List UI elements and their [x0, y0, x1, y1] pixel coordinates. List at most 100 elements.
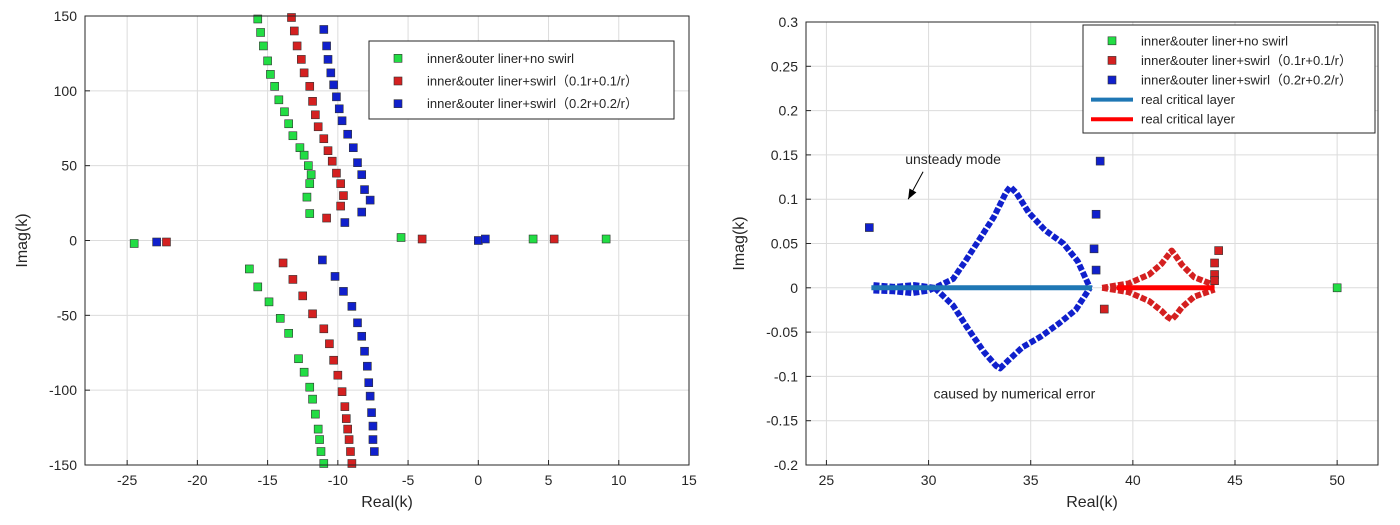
y-tick-label: 0 [790, 280, 798, 296]
data-point [264, 297, 274, 307]
legend-label: real critical layer [1141, 92, 1236, 107]
data-point [334, 104, 344, 114]
data-point [263, 56, 272, 66]
data-point [274, 95, 284, 105]
data-point [270, 82, 279, 91]
data-point [319, 324, 329, 334]
series-1 [1099, 246, 1223, 323]
x-tick-label: 40 [1125, 472, 1141, 488]
data-point [332, 92, 341, 102]
data-point [295, 143, 305, 153]
annotation-arrowhead [908, 188, 917, 200]
data-point [245, 264, 254, 274]
data-point [302, 192, 312, 202]
y-tick-label: 150 [54, 8, 78, 24]
x-axis-label: Real(k) [361, 494, 413, 511]
legend-label: real critical layer [1141, 112, 1236, 127]
data-point [357, 331, 367, 341]
legend-label: inner&outer liner+no swirl [1141, 33, 1288, 48]
y-tick-label: -0.2 [774, 457, 798, 473]
data-point [360, 346, 369, 356]
data-point [339, 191, 348, 200]
left-panel: -25 -20 -15 -10 -5 0 5 10 15-150-100-50050100150… [14, 8, 697, 511]
x-tick-label: 30 [921, 472, 937, 488]
legend-label: inner&outer liner+swirl（0.1r+0.1/r） [1141, 53, 1352, 68]
data-point [259, 41, 268, 51]
data-point [308, 309, 317, 319]
data-point [327, 156, 337, 166]
data-point [326, 68, 336, 78]
data-point [1091, 265, 1101, 275]
y-tick-label: -50 [57, 307, 77, 323]
data-point [319, 134, 329, 144]
data-point [1091, 209, 1101, 219]
y-tick-label: 100 [54, 83, 78, 99]
data-point [305, 179, 315, 188]
data-point [305, 209, 315, 218]
data-point [308, 394, 317, 404]
x-tick-label: 25 [819, 472, 835, 488]
data-point [347, 459, 357, 468]
series-0 [1332, 283, 1342, 293]
data-point [357, 170, 367, 179]
data-point [340, 218, 350, 227]
data-point [256, 28, 265, 37]
data-point [344, 435, 354, 444]
data-point [347, 302, 357, 311]
data-point [287, 13, 296, 22]
data-point [152, 237, 161, 247]
legend-label: inner&outer liner+no swirl [427, 51, 574, 66]
data-point [288, 131, 298, 141]
data-point [1095, 156, 1105, 166]
data-point [319, 25, 329, 34]
data-point [313, 122, 323, 132]
data-point [297, 55, 306, 64]
data-point [305, 382, 315, 392]
data-point [1332, 283, 1342, 293]
y-tick-label: -100 [49, 382, 77, 398]
data-point [288, 275, 298, 284]
data-point [299, 150, 309, 160]
annotation-text: unsteady mode [905, 151, 1001, 167]
data-point [308, 97, 317, 106]
data-point [365, 195, 375, 205]
x-tick-label: -20 [187, 472, 207, 488]
data-point [337, 116, 347, 126]
x-axis-label: Real(k) [1066, 494, 1118, 511]
data-point [289, 26, 299, 36]
data-point [298, 291, 308, 301]
data-point [368, 435, 378, 444]
x-tick-label: 45 [1227, 472, 1243, 488]
legend-label: inner&outer liner+swirl（0.2r+0.2/r） [427, 96, 638, 111]
data-point [1214, 246, 1223, 255]
legend-label: inner&outer liner+swirl（0.1r+0.1/r） [427, 74, 638, 89]
right-panel: 25 30 35 40 45 50 -0.2 -0.15 -0.1 -0.05 0 0.05 0.1 0.… [731, 14, 1379, 511]
data-point [360, 185, 369, 194]
y-tick-label: 0.25 [771, 58, 798, 74]
data-point [311, 110, 320, 120]
x-tick-label: -25 [117, 472, 137, 488]
data-point [253, 14, 263, 24]
data-point [353, 158, 362, 167]
y-axis-label: Imag(k) [731, 216, 748, 270]
data-point [333, 370, 343, 380]
data-point [323, 146, 333, 155]
y-tick-label: 0.2 [779, 103, 799, 119]
data-point [348, 143, 358, 153]
legend-marker [1107, 75, 1117, 85]
axes-box [84, 15, 690, 466]
legend-marker [1107, 56, 1117, 65]
data-point [481, 234, 490, 244]
data-point [340, 402, 350, 411]
data-point [313, 424, 323, 434]
legend: inner&outer liner+no swirl inner&outer li… [1082, 24, 1376, 134]
data-point [353, 318, 362, 328]
mode-curve [1101, 284, 1216, 323]
data-point [284, 328, 293, 338]
y-tick-label: 0.3 [779, 14, 799, 30]
x-tick-label: -15 [257, 472, 277, 488]
legend-marker [393, 76, 403, 86]
data-point [865, 223, 874, 232]
data-point [325, 339, 334, 349]
axes-box [805, 21, 1379, 466]
